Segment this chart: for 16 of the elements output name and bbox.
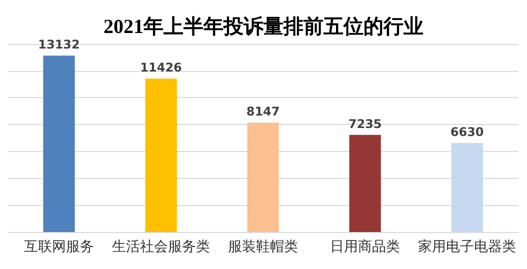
x-tick-label: 家用电子电器类 — [418, 239, 516, 255]
chart-title: 2021年上半年投诉量排前五位的行业 — [104, 15, 424, 38]
data-label: 11426 — [140, 60, 182, 75]
data-label: 6630 — [450, 124, 484, 139]
bar — [451, 142, 483, 232]
x-tick-label: 互联网服务 — [24, 239, 94, 255]
data-label: 7235 — [348, 116, 382, 131]
data-label: 13132 — [38, 38, 80, 52]
x-tick-label: 日用商品类 — [330, 239, 400, 255]
x-tick-label: 服装鞋帽类 — [228, 239, 298, 255]
x-tick-label: 生活社会服务类 — [112, 239, 210, 255]
data-label: 8147 — [246, 104, 280, 119]
bar — [43, 56, 75, 232]
bar — [247, 122, 279, 232]
bar — [349, 134, 381, 232]
bar — [145, 78, 177, 232]
